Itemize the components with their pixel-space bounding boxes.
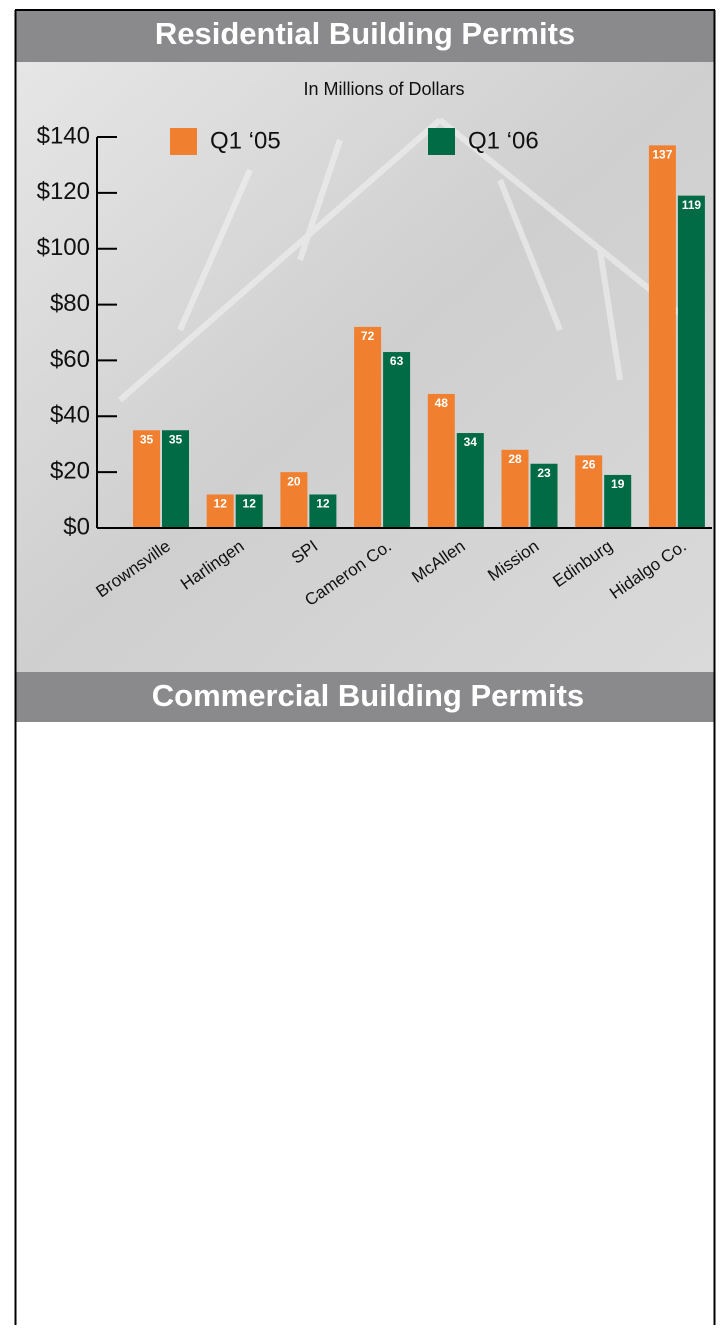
y-tick-label: $120 (37, 178, 90, 205)
value-label: 137 (652, 148, 672, 162)
section-title: Commercial Building Permits (152, 678, 584, 713)
bar (530, 463, 558, 528)
value-label: 12 (316, 497, 330, 511)
bar (677, 195, 705, 528)
value-label: 119 (682, 198, 702, 212)
bar (354, 326, 382, 528)
y-tick-label: $80 (50, 290, 90, 317)
header-bar (15, 672, 715, 722)
y-tick-label: $0 (63, 513, 90, 540)
bar (648, 145, 676, 528)
value-label: 34 (464, 435, 478, 449)
y-tick-label: $140 (37, 122, 90, 149)
value-label: 48 (435, 396, 449, 410)
bar (501, 449, 529, 528)
y-tick-label: $40 (50, 402, 90, 429)
value-label: 12 (243, 497, 257, 511)
value-label: 63 (390, 354, 404, 368)
header-bar (15, 10, 715, 62)
y-tick-label: $20 (50, 457, 90, 484)
bar (575, 455, 603, 528)
value-label: 72 (361, 329, 375, 343)
value-label: 28 (508, 452, 522, 466)
legend-label: Q1 ‘05 (210, 127, 281, 154)
bar (456, 433, 484, 528)
legend-swatch (428, 128, 455, 155)
bar (383, 352, 411, 528)
legend-swatch (170, 128, 197, 155)
value-label: 35 (169, 432, 183, 446)
y-tick-label: $100 (37, 234, 90, 261)
bar (309, 494, 337, 528)
value-label: 19 (611, 477, 625, 491)
bar (133, 430, 160, 528)
value-label: 20 (287, 474, 301, 488)
chart-title: Residential Building Permits (155, 16, 575, 51)
value-label: 35 (140, 432, 154, 446)
bar (235, 494, 263, 528)
value-label: 12 (214, 497, 228, 511)
bar (604, 474, 632, 528)
bar (427, 393, 455, 528)
chart-subtitle: In Millions of Dollars (303, 79, 464, 99)
value-label: 23 (537, 466, 551, 480)
roof-trusses (118, 117, 702, 403)
value-label: 26 (582, 458, 596, 472)
bar (162, 430, 189, 528)
bar (206, 494, 234, 528)
y-tick-label: $60 (50, 346, 90, 373)
bar (280, 472, 308, 528)
legend-label: Q1 ‘06 (468, 127, 539, 154)
